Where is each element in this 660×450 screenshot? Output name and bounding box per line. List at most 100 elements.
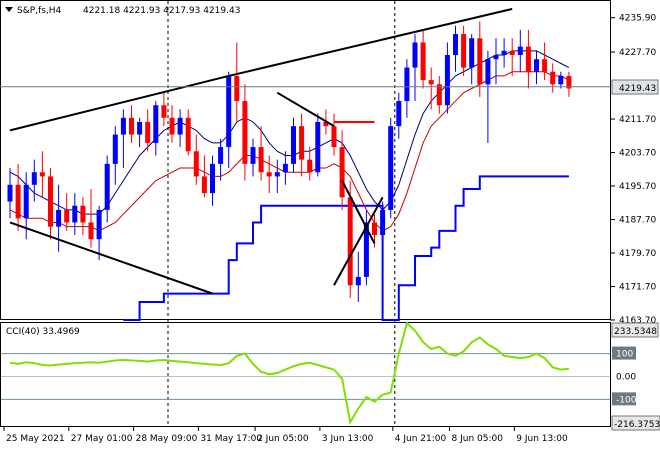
candle-body — [185, 117, 191, 152]
cci-level-box — [612, 392, 636, 406]
candle-body — [169, 117, 175, 135]
candle-body — [428, 80, 434, 85]
candle-body — [210, 163, 215, 194]
trendline — [333, 196, 384, 286]
candle-body — [282, 163, 288, 173]
candle-body — [161, 105, 167, 118]
trendline — [9, 221, 213, 295]
candle-body — [558, 75, 564, 85]
slow-moving-average-line — [9, 71, 570, 232]
candle-body — [226, 75, 232, 148]
candle-body — [412, 42, 418, 68]
candle-body — [242, 101, 248, 164]
price-tick-label: 4195.70 — [619, 182, 656, 192]
candle-body — [7, 184, 13, 202]
price-tick-label: 4179.70 — [619, 249, 656, 259]
chart-ohlc: 4221.18 4221.93 4217.93 4219.43 — [83, 6, 240, 16]
candle-body — [525, 46, 531, 72]
cci-bottom-value: -216.3753 — [614, 420, 660, 430]
cci-line — [9, 321, 569, 426]
candle-body — [39, 172, 45, 177]
candle-body — [517, 46, 523, 56]
candle-body — [193, 151, 199, 177]
trendline — [341, 180, 376, 244]
candle-body — [323, 121, 329, 127]
price-tick-label: 4203.70 — [619, 149, 656, 159]
trendline — [228, 7, 513, 77]
candle-body — [31, 172, 37, 185]
candle-body — [15, 184, 21, 219]
chart-symbol: S&P,fs,H4 — [17, 6, 62, 16]
candle-body — [112, 134, 118, 164]
candle-body — [23, 184, 29, 219]
candle-body — [404, 67, 410, 102]
trendline — [9, 74, 229, 132]
candle-body — [56, 209, 62, 227]
candle-body — [145, 121, 151, 143]
cci-top-box — [611, 322, 659, 338]
price-tick-label: 4235.90 — [619, 14, 656, 24]
candle-body — [291, 126, 296, 164]
candle-body — [355, 276, 361, 286]
candle-body — [396, 101, 402, 127]
candle-body — [266, 172, 272, 177]
support-step-line — [123, 175, 569, 321]
candle-body — [331, 126, 337, 148]
candle-body — [550, 71, 556, 85]
candle-body — [72, 205, 78, 223]
candle-body — [250, 147, 256, 164]
cci-frame — [0, 322, 611, 427]
candle-body — [218, 147, 224, 164]
price-tick-label: 4163.70 — [619, 316, 656, 326]
candle-body — [48, 176, 53, 227]
cci-level-label: -100 — [616, 395, 637, 405]
trendline — [276, 91, 335, 128]
candle-body — [372, 222, 377, 236]
price-tick-label: 4187.70 — [619, 216, 656, 226]
candle-body — [153, 105, 159, 143]
candle-body — [104, 163, 110, 210]
cci-level-box — [612, 346, 636, 360]
candle-body — [315, 121, 321, 173]
candle-body — [347, 197, 353, 286]
candle-body — [509, 50, 515, 56]
time-tick-label: 2 Jun 05:00 — [257, 434, 309, 444]
candle-body — [299, 126, 305, 160]
candle-body — [436, 84, 442, 106]
candle-body — [80, 205, 86, 223]
candle-body — [420, 42, 426, 81]
candle-body — [137, 121, 143, 135]
time-tick-label: 25 May 2021 — [6, 434, 65, 444]
candle-body — [120, 117, 126, 135]
cci-level-label: 0.00 — [616, 372, 636, 382]
price-tick-label: 4171.70 — [619, 283, 656, 293]
candle-body — [542, 59, 548, 72]
cci-label: CCI(40) 33.4969 — [6, 327, 80, 337]
time-tick-label: 28 May 09:00 — [136, 434, 198, 444]
time-tick-label: 3 Jun 13:00 — [322, 434, 374, 444]
candle-body — [453, 34, 458, 56]
candle-body — [469, 38, 475, 68]
candle-body — [485, 59, 491, 85]
candle-body — [307, 159, 313, 173]
dropdown-arrow-icon[interactable] — [5, 7, 13, 12]
candle-body — [477, 38, 483, 85]
candle-body — [88, 222, 94, 240]
cci-bottom-box — [611, 415, 660, 431]
time-tick-label: 27 May 01:00 — [71, 434, 133, 444]
candle-body — [388, 126, 394, 210]
price-tick-label: 4227.70 — [619, 48, 656, 58]
time-tick-label: 4 Jun 21:00 — [395, 434, 447, 444]
current-price-box — [611, 79, 659, 95]
time-tick-label: 9 Jun 13:00 — [516, 434, 568, 444]
candle-body — [501, 50, 507, 56]
candle-body — [274, 172, 280, 177]
candle-body — [566, 75, 572, 89]
fast-moving-average-line — [9, 50, 570, 215]
candle-body — [493, 55, 499, 60]
main-frame — [0, 0, 611, 320]
candle-body — [234, 75, 240, 102]
candle-body — [96, 209, 102, 240]
candle-body — [129, 117, 134, 135]
